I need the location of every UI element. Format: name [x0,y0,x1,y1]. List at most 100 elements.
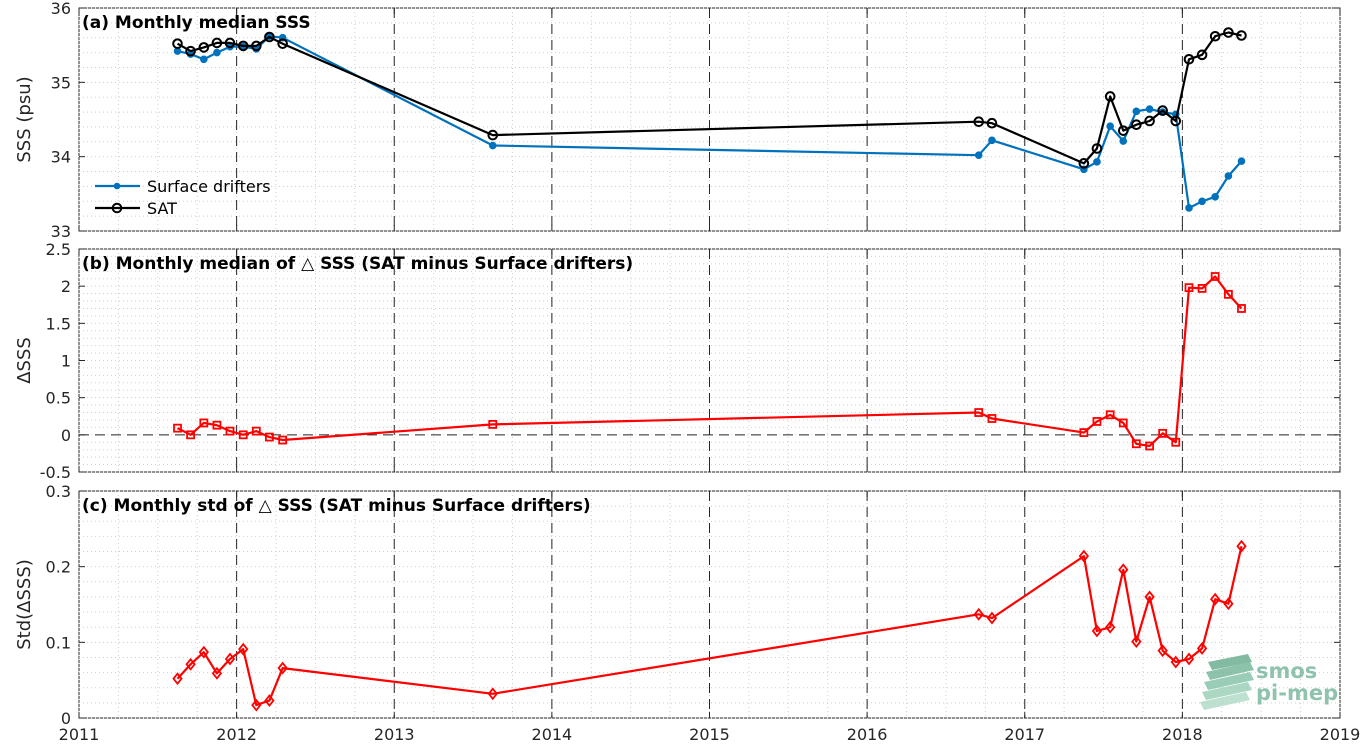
data-point [1196,49,1208,61]
data-point [1118,563,1129,577]
y-axis-label: Std(ΔSSS) [14,559,35,650]
data-point [1210,592,1221,606]
data-point [211,666,223,680]
data-point [487,129,499,141]
logo-line-2: pi-mep [1256,681,1338,705]
series-line-0 [172,539,1247,712]
data-point [264,31,275,43]
data-point [172,672,183,686]
data-point [1105,620,1116,634]
panel-b: -0.5 0 0.5 1 1.5 2 2.5 (b) Monthly median of △ … [14,240,1341,482]
data-point [277,661,288,675]
x-tick-label: 2015 [689,725,730,744]
data-point [987,414,997,423]
series-line-0 [173,272,1246,451]
data-point [986,611,998,625]
data-point [1131,119,1142,131]
y-tick-label: 0 [61,426,71,445]
data-point [198,645,209,659]
data-point [1157,644,1168,658]
data-point [1224,289,1233,299]
panel-title: (a) Monthly median SSS [82,13,311,33]
data-point [185,45,196,57]
x-tick-label: 2011 [59,725,100,744]
data-point [1236,30,1247,41]
data-point [1223,597,1234,611]
y-tick-label: 0.5 [46,389,71,408]
data-point [1237,157,1246,165]
y-tick-label: 0.3 [46,482,71,501]
y-axis-label: SSS (psu) [14,76,35,162]
data-point [1118,418,1128,428]
data-point [1092,417,1102,426]
data-point [1158,428,1168,438]
x-tick-label: 2018 [1162,725,1203,744]
data-point [487,687,498,701]
y-axis-label: ΔSSS [14,337,35,384]
data-point [1236,539,1247,553]
data-point [238,430,248,440]
data-point [488,141,497,150]
data-point [1131,635,1142,649]
y-tick-label: 34 [51,148,71,167]
data-point [264,694,275,708]
data-point [1184,283,1194,293]
data-point [1093,158,1101,166]
y-tick-label: 2.5 [46,240,71,259]
data-point [1171,437,1181,447]
data-point [1198,197,1206,206]
y-tick-label: 36 [51,0,71,18]
data-point [1197,283,1207,293]
data-point [238,642,249,656]
data-point [1119,137,1128,145]
data-point [1183,652,1195,666]
data-point [1209,30,1221,42]
data-point [1078,549,1090,563]
data-point [1091,624,1103,638]
data-point [1106,122,1114,130]
data-point [213,48,221,57]
legend: Surface drifters SAT [95,177,271,218]
legend-entry-label: Surface drifters [147,177,271,196]
panel-title: (b) Monthly median of △ SSS (SAT minus S… [82,254,633,274]
y-tick-label: 0 [61,709,71,728]
data-point [1144,590,1155,604]
y-tick-label: 35 [51,73,71,92]
data-point [185,657,196,671]
data-point [237,40,249,52]
panel-title: (c) Monthly std of △ SSS (SAT minus Surf… [82,496,591,516]
data-point [1237,304,1246,313]
legend-marker [111,202,123,214]
data-point [1078,158,1090,169]
series-line [176,275,1243,448]
data-point [1210,272,1220,281]
panel-c: 0 0.1 0.2 0.3 2011 2012 2013 2014 2015 2016 2017 20… [14,482,1360,744]
data-point [1170,115,1182,127]
data-point [1117,125,1129,136]
x-tick-label: 2012 [216,725,257,744]
data-point [1132,107,1141,116]
data-point [1223,27,1234,38]
data-point [173,423,182,433]
x-tick-label: 2014 [532,725,573,744]
data-point [1079,428,1089,438]
logo-stack-icon [1200,654,1254,710]
data-point [199,418,209,428]
data-point [251,698,262,712]
y-tick-label: 1 [61,352,71,371]
data-point [265,432,274,442]
x-tick-label: 2019 [1320,725,1361,744]
data-point [198,42,210,53]
y-tick-label: 2 [61,277,71,296]
data-point [973,116,985,128]
data-point [278,435,288,445]
data-point [1091,143,1103,154]
data-point [1196,641,1208,655]
data-point [1104,91,1116,102]
data-point [251,40,262,52]
panel-a: 33 34 35 36 (a) Monthly median SSS SSS (psu) S… [14,0,1341,241]
data-point [277,38,288,49]
x-tick-label: 2017 [1004,725,1045,744]
data-point [488,420,498,429]
x-tick-label: 2013 [374,725,415,744]
